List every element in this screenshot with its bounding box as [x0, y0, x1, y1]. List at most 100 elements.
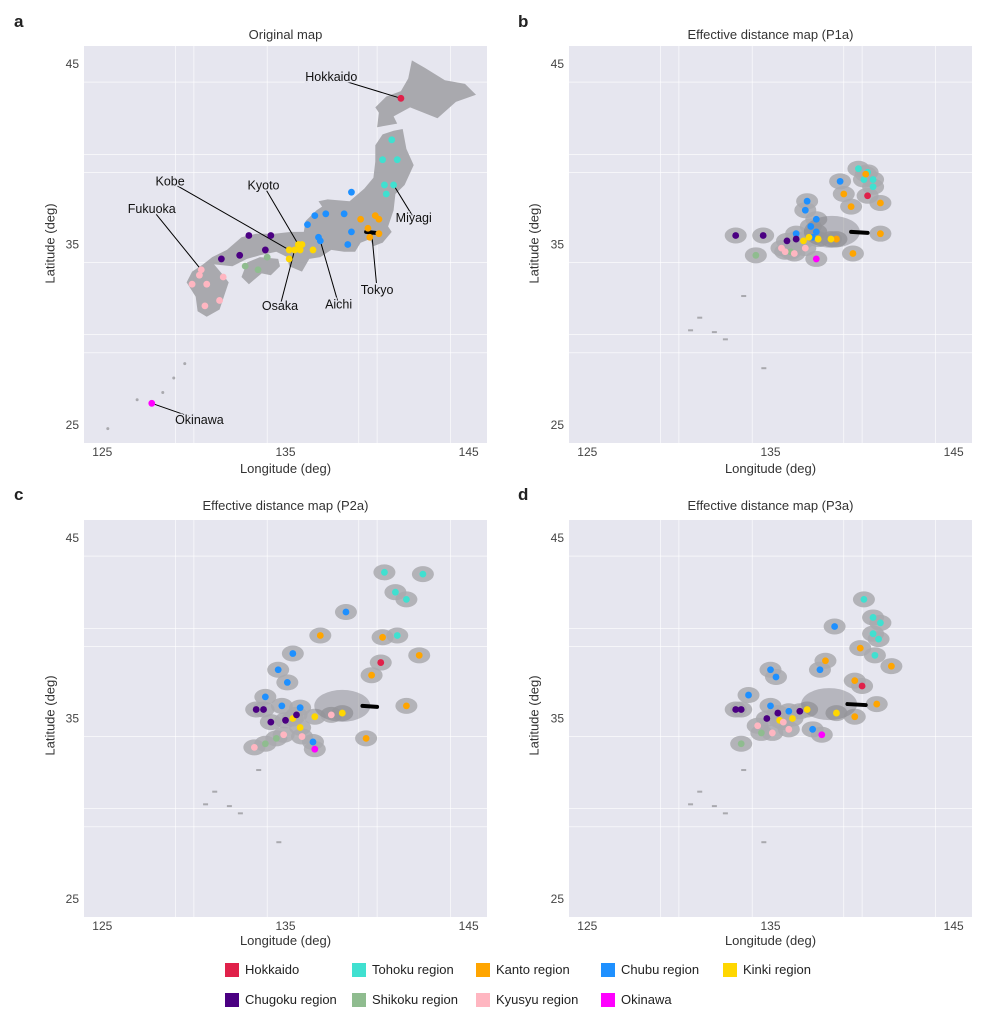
panel-a: a Original map Latitude (deg) Longitude …: [0, 0, 491, 480]
point-kinki: [285, 255, 293, 263]
point-tohoku: [393, 156, 401, 164]
point-chubu: [772, 673, 780, 681]
point-shikoku: [272, 734, 280, 742]
legend-swatch: [225, 992, 239, 1007]
island-shape: [722, 338, 728, 341]
point-chubu: [316, 237, 324, 245]
point-kanto: [847, 203, 855, 211]
island-shape: [711, 331, 717, 334]
legend-item-chugoku: Chugoku region: [225, 992, 337, 1007]
legend-swatch: [723, 962, 737, 977]
x-tick-label: 135: [760, 919, 780, 933]
point-hokkaido: [397, 94, 405, 102]
point-chubu: [344, 241, 352, 248]
point-chubu: [309, 738, 317, 746]
y-tick-label: 25: [66, 418, 80, 432]
point-kyusyu: [785, 725, 793, 733]
annotation-label: Okinawa: [175, 413, 224, 427]
legend-swatch: [601, 992, 615, 1007]
point-kinki: [827, 235, 835, 243]
point-kinki: [309, 246, 317, 254]
island-shape: [256, 769, 262, 772]
point-kanto: [366, 233, 374, 241]
map-plot-a: 125 135 145 25 35 45 Hokkaido Miyagi Kyoto Kobe Fu…: [66, 46, 487, 459]
x-tick-label: 125: [577, 445, 597, 459]
annotation-leader: [263, 185, 299, 245]
legend-item-hokkaido: Hokkaido: [225, 962, 299, 977]
island-shape: [183, 362, 187, 366]
map-plot-c: 125 135 145 25 35 45: [66, 520, 487, 933]
point-kyusyu: [754, 722, 762, 730]
point-chugoku: [260, 706, 267, 713]
panel-title: Original map: [248, 27, 323, 42]
point-kanto: [368, 671, 375, 679]
y-tick-label: 45: [66, 531, 80, 545]
legend-swatch: [476, 962, 490, 977]
point-chugoku: [763, 715, 771, 722]
y-tick-label: 45: [551, 531, 565, 545]
island-shape: [237, 812, 243, 815]
point-kanto: [840, 190, 848, 198]
point-chubu: [348, 188, 355, 196]
island-shape: [722, 812, 728, 815]
y-tick-label: 35: [551, 238, 565, 252]
point-kanto: [851, 677, 859, 685]
x-tick-label: 125: [92, 445, 112, 459]
legend-item-chubu: Chubu region: [601, 962, 699, 977]
point-tohoku: [381, 568, 388, 576]
point-chubu: [304, 221, 311, 229]
point-okinawa: [311, 745, 319, 753]
annotation-label: Osaka: [262, 299, 298, 313]
point-kanto: [364, 224, 372, 232]
x-axis-label: Longitude (deg): [239, 461, 332, 476]
point-kanto: [375, 230, 383, 238]
point-kyusyu: [327, 711, 335, 719]
island-shape: [276, 841, 282, 844]
point-chubu: [801, 206, 809, 214]
point-kyusyu: [188, 280, 196, 288]
point-hokkaido: [377, 659, 385, 666]
legend-swatch: [601, 962, 615, 977]
point-tohoku: [419, 570, 427, 578]
point-kanto: [362, 734, 370, 742]
island-shape: [161, 390, 165, 394]
point-kinki: [800, 237, 807, 245]
annotation-label: Fukuoka: [128, 202, 176, 216]
point-kyusyu: [201, 302, 209, 310]
legend-swatch: [352, 992, 366, 1007]
annotation-leader: [331, 76, 402, 99]
point-shikoku: [241, 262, 249, 270]
annotation-leader: [319, 240, 340, 305]
point-kyusyu: [203, 280, 211, 288]
point-chugoku: [792, 235, 800, 243]
annotation-label: Hokkaido: [305, 70, 357, 84]
legend-item-kanto: Kanto region: [476, 962, 570, 977]
point-chubu: [816, 666, 824, 674]
island-shape: [697, 316, 703, 319]
y-tick-label: 35: [551, 712, 565, 726]
point-kanto: [357, 215, 365, 223]
legend-label: Hokkaido: [245, 962, 300, 977]
point-kanto: [371, 212, 379, 220]
island-shape: [135, 398, 139, 402]
x-tick-label: 145: [459, 445, 479, 459]
map-plot-d: 125 135 145 25 35 45: [551, 520, 972, 933]
legend-label: Kyusyu region: [496, 992, 579, 1007]
y-tick-label: 45: [66, 57, 80, 71]
land-shape: [801, 688, 858, 721]
point-hokkaido: [858, 682, 866, 690]
point-chubu: [274, 666, 282, 674]
x-axis-label: Longitude (deg): [239, 933, 332, 948]
island-shape: [106, 427, 110, 431]
x-tick-label: 125: [92, 919, 112, 933]
point-tohoku: [382, 190, 390, 198]
legend-item-kinki: Kinki region: [723, 962, 811, 977]
point-chubu: [792, 230, 800, 238]
panel-title: Effective distance map (P1a): [687, 27, 854, 42]
point-kanto: [873, 700, 881, 708]
point-tohoku: [869, 630, 877, 638]
point-chubu: [745, 691, 752, 699]
point-kyusyu: [298, 733, 306, 740]
island-shape: [711, 805, 717, 808]
annotation-label: Tokyo: [361, 283, 394, 297]
